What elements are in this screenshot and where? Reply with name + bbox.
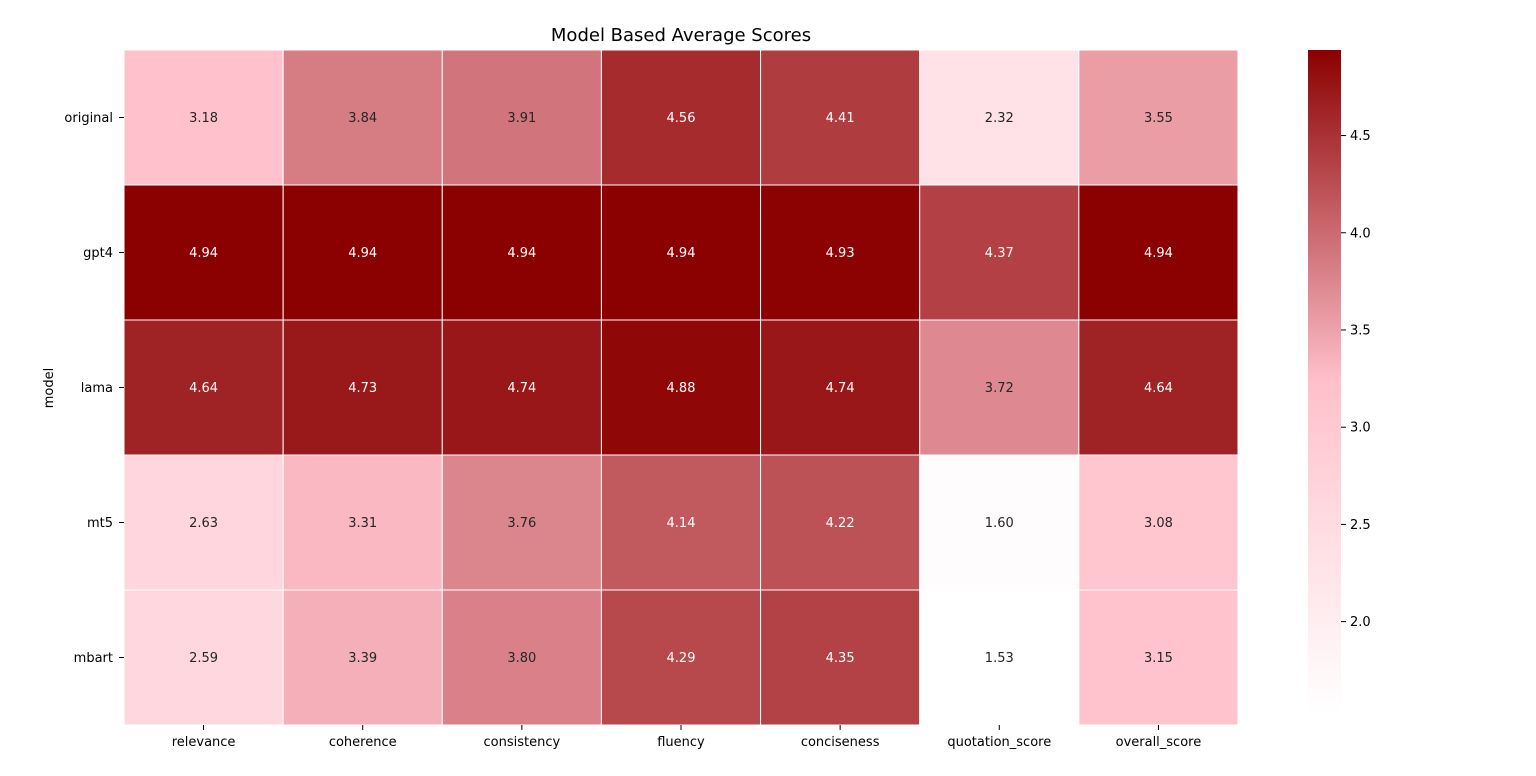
x-tick-label: quotation_score xyxy=(947,735,1051,750)
heatmap-cell xyxy=(919,184,1080,321)
heatmap-cell xyxy=(441,49,602,186)
cell-value-label: 4.37 xyxy=(985,246,1014,261)
cell-value-label: 4.14 xyxy=(667,516,696,531)
heatmap-cell xyxy=(282,49,443,186)
x-tick-label: relevance xyxy=(172,735,236,750)
cell-value-label: 3.31 xyxy=(348,516,377,531)
heatmap-cell xyxy=(919,319,1080,456)
cell-value-label: 4.94 xyxy=(1144,246,1173,261)
y-axis-label: model xyxy=(42,368,57,408)
cell-value-label: 4.94 xyxy=(667,246,696,261)
cell-value-label: 4.94 xyxy=(507,246,536,261)
heatmap-cell xyxy=(441,589,602,726)
colorbar-ticks: 2.0 2.5 3.0 3.5 4.0 4.5 xyxy=(1341,129,1371,630)
heatmap-cell xyxy=(1078,319,1239,456)
heatmap-cell xyxy=(441,184,602,321)
heatmap-cell xyxy=(760,184,921,321)
cell-value-label: 1.60 xyxy=(985,516,1014,531)
cell-value-label: 3.80 xyxy=(507,651,536,666)
cell-value-label: 3.18 xyxy=(189,111,218,126)
cell-value-label: 4.64 xyxy=(1144,381,1173,396)
cell-value-label: 3.91 xyxy=(507,111,536,126)
cell-value-label: 2.32 xyxy=(985,111,1014,126)
heatmap-cell xyxy=(1078,184,1239,321)
heatmap-cell xyxy=(760,319,921,456)
cell-value-label: 1.53 xyxy=(985,651,1014,666)
cell-value-labels: 3.18 3.84 3.91 4.56 4.41 2.32 3.55 4.94 4.94 4.94… xyxy=(189,111,1173,666)
cell-value-label: 4.94 xyxy=(348,246,377,261)
x-tick-label: overall_score xyxy=(1116,735,1202,750)
heatmap-cell xyxy=(600,49,762,186)
x-tick-label: conciseness xyxy=(801,735,880,750)
chart-title: Model Based Average Scores xyxy=(551,25,811,46)
cell-value-label: 3.08 xyxy=(1144,516,1173,531)
y-tick-label: mbart xyxy=(74,651,113,666)
cell-value-label: 3.39 xyxy=(348,651,377,666)
cell-value-label: 4.64 xyxy=(189,381,218,396)
colorbar-tick-label: 4.5 xyxy=(1350,129,1371,144)
heatmap-cell xyxy=(123,319,284,456)
y-axis-ticks: original gpt4 lama mt5 mbart xyxy=(64,111,124,666)
cell-value-label: 2.63 xyxy=(189,516,218,531)
heatmap-cell xyxy=(1078,589,1239,726)
heatmap-cell xyxy=(1078,49,1239,186)
y-tick-label: original xyxy=(64,111,113,126)
y-tick-label: gpt4 xyxy=(83,246,113,261)
x-tick-label: coherence xyxy=(329,735,397,750)
cell-value-label: 2.59 xyxy=(189,651,218,666)
heatmap-cell xyxy=(282,454,443,591)
cell-value-label: 4.22 xyxy=(826,516,855,531)
colorbar-tick-label: 3.0 xyxy=(1350,421,1371,436)
heatmap-cell xyxy=(123,589,284,726)
heatmap-cell xyxy=(919,49,1080,186)
heatmap-cells xyxy=(123,49,1239,726)
cell-value-label: 4.94 xyxy=(189,246,218,261)
x-tick-label: fluency xyxy=(657,735,705,750)
heatmap-cell xyxy=(919,589,1080,726)
heatmap-cell xyxy=(123,49,284,186)
cell-value-label: 4.29 xyxy=(667,651,696,666)
y-tick-label: lama xyxy=(81,381,113,396)
x-tick-label: consistency xyxy=(484,735,561,750)
colorbar-tick-label: 2.5 xyxy=(1350,518,1371,533)
cell-value-label: 4.35 xyxy=(826,651,855,666)
heatmap-cell xyxy=(123,454,284,591)
heatmap-cell xyxy=(1078,454,1239,591)
heatmap-cell xyxy=(600,319,762,456)
cell-value-label: 3.76 xyxy=(507,516,536,531)
heatmap-cell xyxy=(282,319,443,456)
y-tick-label: mt5 xyxy=(87,516,113,531)
cell-value-label: 4.74 xyxy=(507,381,536,396)
cell-value-label: 3.15 xyxy=(1144,651,1173,666)
heatmap-cell xyxy=(760,49,921,186)
cell-value-label: 4.73 xyxy=(348,381,377,396)
cell-value-label: 4.88 xyxy=(667,381,696,396)
cell-value-label: 3.72 xyxy=(985,381,1014,396)
cell-value-label: 4.74 xyxy=(826,381,855,396)
cell-value-label: 4.41 xyxy=(826,111,855,126)
cell-value-label: 3.55 xyxy=(1144,111,1173,126)
heatmap-cell xyxy=(123,184,284,321)
colorbar xyxy=(1308,50,1341,713)
cell-value-label: 4.93 xyxy=(826,246,855,261)
x-axis-ticks: relevance coherence consistency fluency conc… xyxy=(172,725,1202,750)
heatmap-cell xyxy=(919,454,1080,591)
heatmap-cell xyxy=(441,319,602,456)
colorbar-tick-label: 2.0 xyxy=(1350,615,1371,630)
cell-value-label: 3.84 xyxy=(348,111,377,126)
colorbar-tick-label: 3.5 xyxy=(1350,323,1371,338)
cell-value-label: 4.56 xyxy=(667,111,696,126)
colorbar-tick-label: 4.0 xyxy=(1350,226,1371,241)
heatmap-cell xyxy=(600,454,762,591)
